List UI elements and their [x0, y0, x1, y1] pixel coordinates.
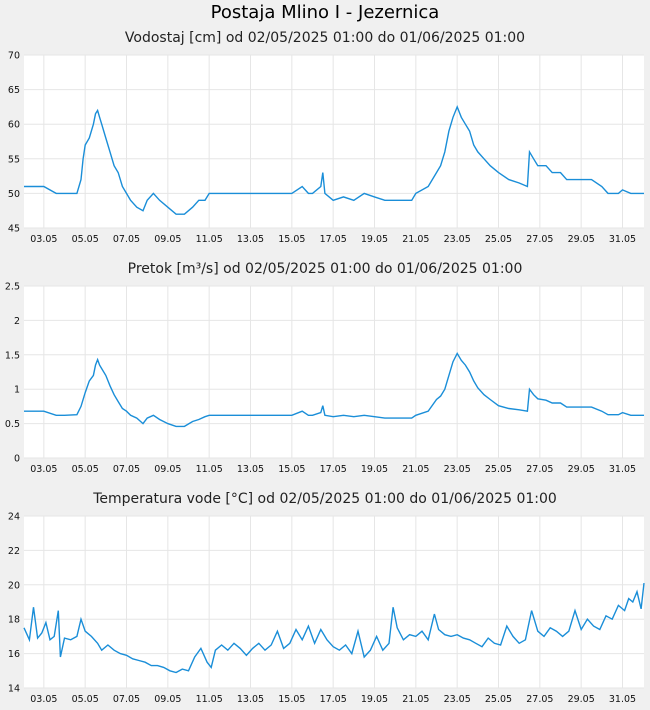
x-tick-label: 09.05	[154, 464, 181, 475]
y-tick-label: 60	[8, 120, 20, 131]
x-tick-label: 11.05	[196, 464, 223, 475]
x-tick-label: 25.05	[485, 234, 512, 245]
x-tick-label: 29.05	[568, 694, 595, 705]
series-line-discharge	[24, 351, 644, 428]
x-tick-label: 15.05	[278, 464, 305, 475]
y-tick-label: 14	[8, 684, 20, 695]
x-tick-label: 23.05	[444, 694, 471, 705]
x-tick-label: 09.05	[154, 234, 181, 245]
x-tick-label: 17.05	[320, 234, 347, 245]
x-tick-label: 27.05	[526, 694, 553, 705]
x-tick-label: 21.05	[402, 694, 429, 705]
y-tick-label: 45	[8, 224, 20, 235]
chart-title-water-level: Vodostaj [cm] od 02/05/2025 01:00 do 01/…	[124, 30, 526, 46]
y-tick-label: 55	[8, 154, 20, 165]
chart-water-temperature: 14 16 18 20 22 24 03.05 05.05 07.05 09.05 11.05 13.…	[8, 512, 645, 705]
x-tick-label: 19.05	[361, 234, 388, 245]
x-tick-label: 03.05	[30, 464, 57, 475]
x-tick-label: 17.05	[320, 694, 347, 705]
x-tick-label: 13.05	[237, 234, 264, 245]
y-tick-label: 16	[8, 649, 20, 660]
plot-area	[24, 516, 644, 688]
series-line-water-temperature	[23, 583, 645, 674]
series-line-water-level	[24, 105, 644, 215]
x-tick-label: 05.05	[72, 464, 99, 475]
x-tick-label: 29.05	[568, 464, 595, 475]
x-tick-label: 31.05	[609, 234, 636, 245]
y-tick-label: 1.5	[5, 350, 20, 361]
y-tick-label: 1	[14, 385, 20, 396]
y-tick-label: 2.5	[5, 282, 20, 293]
x-tick-label: 07.05	[113, 694, 140, 705]
y-tick-label: 24	[8, 512, 20, 523]
x-tick-label: 25.05	[485, 464, 512, 475]
x-tick-label: 15.05	[278, 234, 305, 245]
x-tick-label: 27.05	[526, 234, 553, 245]
x-tick-label: 21.05	[402, 234, 429, 245]
plot-area	[24, 286, 644, 458]
x-tick-label: 31.05	[609, 464, 636, 475]
y-tick-label: 65	[8, 85, 20, 96]
chart-title-water-temperature: Temperatura vode [°C] od 02/05/2025 01:0…	[93, 491, 557, 507]
x-tick-label: 05.05	[72, 234, 99, 245]
x-tick-label: 27.05	[526, 464, 553, 475]
y-tick-label: 2	[14, 316, 20, 327]
x-tick-label: 03.05	[30, 234, 57, 245]
x-tick-label: 07.05	[113, 234, 140, 245]
x-tick-label: 31.05	[609, 694, 636, 705]
x-tick-label: 17.05	[320, 464, 347, 475]
y-tick-label: 18	[8, 615, 20, 626]
x-tick-label: 13.05	[237, 694, 264, 705]
x-tick-label: 09.05	[154, 694, 181, 705]
y-tick-label: 50	[8, 189, 20, 200]
x-tick-label: 03.05	[30, 694, 57, 705]
chart-water-level: 45 50 55 60 65 70 03.05 05.05 07.05 09.05 11.05 13.…	[8, 51, 644, 245]
x-tick-label: 23.05	[444, 464, 471, 475]
x-tick-label: 07.05	[113, 464, 140, 475]
x-tick-label: 13.05	[237, 464, 264, 475]
x-tick-label: 25.05	[485, 694, 512, 705]
x-tick-label: 21.05	[402, 464, 429, 475]
chart-title-discharge: Pretok [m³/s] od 02/05/2025 01:00 do 01/…	[127, 261, 523, 277]
x-tick-label: 29.05	[568, 234, 595, 245]
x-tick-label: 15.05	[278, 694, 305, 705]
x-tick-label: 23.05	[444, 234, 471, 245]
y-tick-label: 0.5	[5, 419, 20, 430]
y-tick-label: 0	[14, 454, 20, 465]
x-tick-label: 11.05	[196, 694, 223, 705]
y-tick-label: 22	[8, 546, 20, 557]
y-tick-label: 20	[8, 580, 20, 591]
x-tick-label: 11.05	[196, 234, 223, 245]
chart-discharge: 0 0.5 1 1.5 2 2.5 03.05 05.05 07.05 09.05 11.05 13.…	[5, 282, 644, 475]
page-title: Postaja Mlino I - Jezernica	[210, 2, 440, 23]
x-tick-label: 19.05	[361, 464, 388, 475]
y-tick-label: 70	[8, 51, 20, 62]
x-tick-label: 19.05	[361, 694, 388, 705]
x-tick-label: 05.05	[72, 694, 99, 705]
plot-area	[24, 55, 644, 228]
